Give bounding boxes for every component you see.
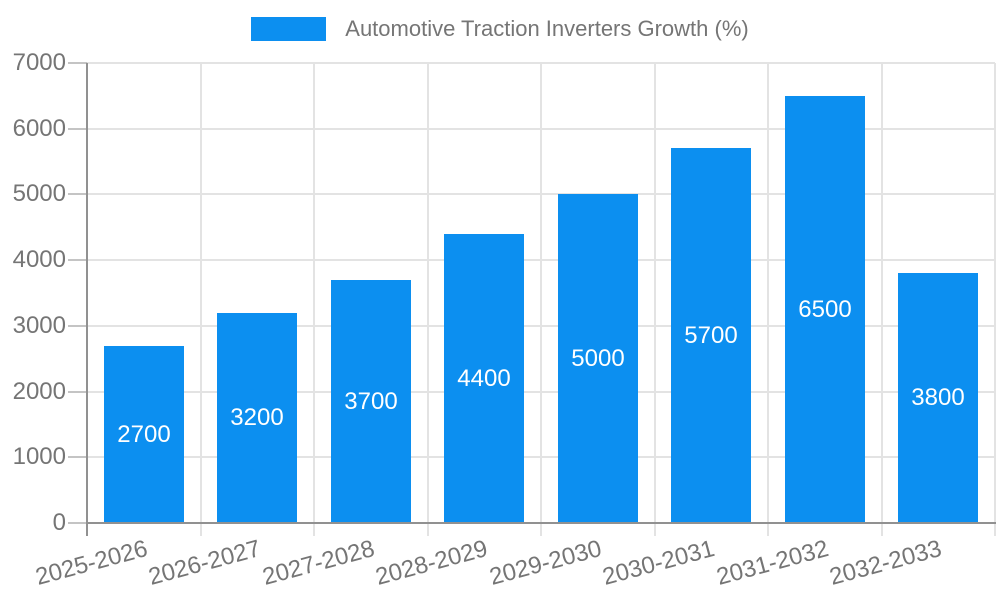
x-axis-tick-label: 2028-2029 [373, 535, 491, 591]
bar-value-label: 3200 [230, 404, 284, 431]
y-axis-line [86, 63, 88, 536]
bar[interactable]: 2700 [104, 346, 184, 523]
x-axis-tick-label: 2027-2028 [259, 535, 378, 591]
v-gridline [767, 63, 769, 536]
y-tick [68, 62, 87, 64]
y-axis-tick-label: 5000 [12, 180, 66, 208]
bar-value-label: 3700 [344, 387, 398, 415]
legend-label: Automotive Traction Inverters Growth (%) [345, 16, 749, 41]
bar[interactable]: 3200 [217, 313, 297, 523]
v-gridline [313, 63, 315, 536]
v-gridline [653, 63, 656, 536]
bar[interactable]: 3700 [331, 280, 411, 523]
bar-value-label: 4400 [457, 364, 511, 392]
x-axis-tick-label: 2025-2026 [32, 535, 151, 591]
y-axis-tick-label: 7000 [12, 49, 66, 76]
y-axis-tick-label: 4000 [12, 246, 66, 274]
y-tick [68, 127, 87, 130]
x-axis-tick-label: 2029-2030 [486, 535, 605, 591]
v-gridline [994, 63, 996, 536]
bar-value-label: 2700 [117, 420, 171, 448]
y-tick [68, 193, 87, 196]
x-axis-line [86, 522, 996, 524]
legend[interactable]: Automotive Traction Inverters Growth (%) [0, 17, 1000, 41]
x-axis-tick-label: 2031-2032 [713, 535, 832, 591]
bar-value-label: 6500 [798, 295, 852, 323]
v-gridline [199, 63, 202, 536]
bar[interactable]: 5000 [558, 194, 638, 523]
bar-value-label: 3800 [911, 384, 965, 411]
y-axis-tick-label: 3000 [12, 311, 66, 339]
x-axis-tick-label: 2032-2033 [827, 535, 945, 591]
bar[interactable]: 6500 [785, 96, 865, 523]
y-axis-tick-label: 1000 [12, 443, 66, 471]
bar[interactable]: 4400 [444, 234, 524, 523]
bar[interactable]: 3800 [898, 273, 978, 523]
y-axis-tick-label: 0 [52, 509, 66, 536]
v-gridline [540, 63, 542, 536]
y-tick [68, 259, 87, 262]
y-axis-tick-label: 2000 [12, 377, 66, 405]
y-tick [68, 456, 87, 459]
legend-swatch [251, 17, 327, 41]
bar-value-label: 5000 [571, 344, 625, 372]
v-gridline [426, 63, 429, 536]
y-tick [68, 324, 87, 327]
x-axis-tick-label: 2026-2027 [146, 535, 264, 591]
x-axis-tick-label: 2030-2031 [600, 535, 718, 591]
y-tick [68, 390, 87, 393]
y-tick [68, 522, 87, 524]
bar-value-label: 5700 [684, 321, 738, 349]
y-axis-tick-label: 6000 [12, 114, 66, 142]
v-gridline [880, 63, 883, 536]
bar[interactable]: 5700 [671, 148, 751, 523]
